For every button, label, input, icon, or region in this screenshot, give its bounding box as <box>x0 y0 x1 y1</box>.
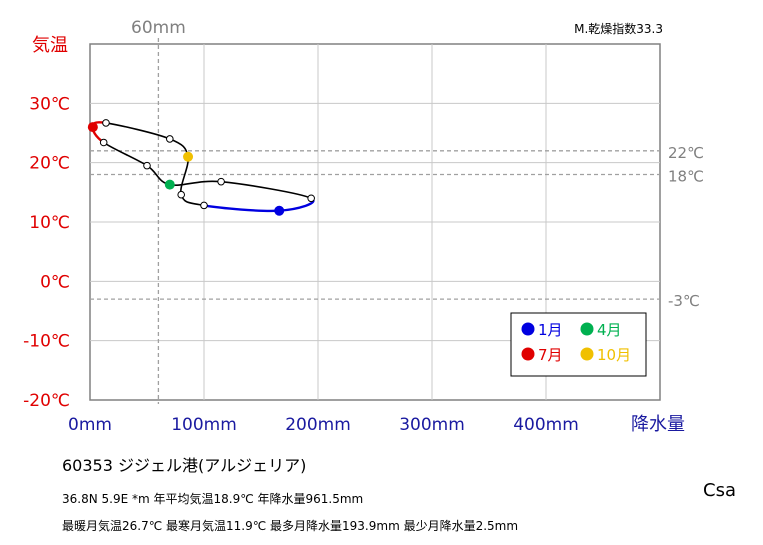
y-tick-label: -10℃ <box>23 332 70 352</box>
y-tick-label: 30℃ <box>29 94 70 114</box>
station-stats-line2: 最暖月気温26.7℃ 最寒月気温11.9℃ 最多月降水量193.9mm 最少月降… <box>62 519 519 533</box>
month-marker-8 <box>102 119 110 127</box>
month-marker-9 <box>166 135 174 143</box>
month-marker-11 <box>177 190 185 199</box>
x-tick-label: 400mm <box>513 415 579 435</box>
ref-line-label: -3℃ <box>668 292 700 310</box>
climate-curve-segment <box>203 204 280 213</box>
dryness-index: M.乾燥指数33.3 <box>574 21 663 36</box>
month-marker-7 <box>87 122 98 133</box>
climate-curve-segment <box>221 180 312 200</box>
ref-line-label: 22℃ <box>668 144 704 162</box>
month-marker-4 <box>164 179 175 190</box>
legend-label: 1月 <box>538 321 563 339</box>
legend-marker <box>580 347 594 361</box>
month-marker-3 <box>217 177 225 186</box>
station-stats-line1: 36.8N 5.9E *m 年平均気温18.9℃ 年降水量961.5mm <box>62 492 364 506</box>
legend-marker <box>521 322 535 336</box>
x-tick-label: 200mm <box>285 415 351 435</box>
x-tick-label: 300mm <box>399 415 465 435</box>
month-marker-12 <box>200 201 208 210</box>
month-marker-1 <box>274 205 285 216</box>
month-marker-2 <box>307 194 315 203</box>
y-tick-label: -20℃ <box>23 391 70 411</box>
month-marker-10 <box>183 151 194 162</box>
legend-label: 10月 <box>597 346 631 364</box>
x-tick-label: 0mm <box>68 415 112 435</box>
climate-class: Csa <box>703 480 736 501</box>
legend-label: 7月 <box>538 346 563 364</box>
legend-marker <box>521 347 535 361</box>
y-tick-label: 0℃ <box>40 272 70 292</box>
y-axis-title: 気温 <box>32 35 68 56</box>
legend-box <box>510 312 647 377</box>
x-axis-title: 降水量 <box>631 414 685 435</box>
month-marker-5 <box>143 161 151 170</box>
y-tick-label: 10℃ <box>29 213 70 233</box>
x-tick-label: 100mm <box>171 415 237 435</box>
month-marker-6 <box>99 138 108 147</box>
ref-line-label: 18℃ <box>668 168 704 186</box>
ref-vline-label: 60mm <box>131 18 186 38</box>
station-title: 60353 ジジェル港(アルジェリア) <box>62 456 307 475</box>
legend-label: 4月 <box>597 321 622 339</box>
y-tick-label: 20℃ <box>29 154 70 174</box>
legend-marker <box>580 322 594 336</box>
climate-curve-segment <box>105 122 171 140</box>
